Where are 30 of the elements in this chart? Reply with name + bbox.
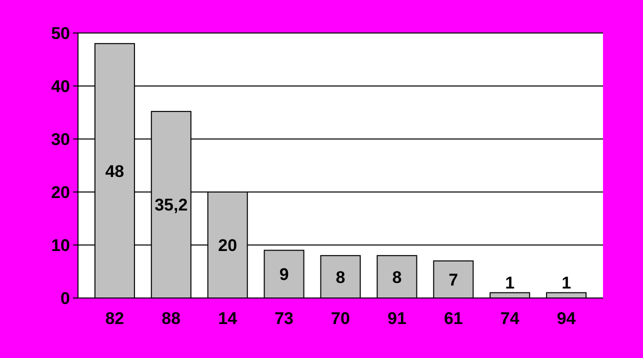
data-label: 20: [218, 236, 238, 255]
bar: [433, 260, 474, 298]
bar: [264, 250, 304, 298]
bar: [490, 292, 530, 298]
data-label: 1: [562, 274, 572, 293]
x-tick-label: 94: [556, 309, 576, 328]
y-tick-label: 10: [51, 236, 70, 255]
y-tick-label: 40: [51, 76, 70, 96]
x-tick-label: 74: [500, 309, 520, 328]
data-label: 8: [392, 268, 402, 287]
y-tick-label: 20: [51, 182, 70, 202]
x-tick-label: 70: [331, 309, 350, 328]
x-tick-label: 91: [387, 309, 406, 328]
data-label: 7: [448, 270, 458, 290]
data-label: 8: [336, 268, 346, 287]
bar: [376, 255, 418, 298]
y-tick-label: 30: [51, 130, 70, 149]
y-tick-label: 50: [51, 24, 70, 43]
x-tick-label: 73: [274, 309, 294, 328]
bar: [320, 255, 361, 298]
x-tick-label: 14: [218, 309, 238, 328]
x-tick-label: 61: [444, 309, 463, 328]
x-tick-label: 88: [162, 309, 181, 328]
data-label: 48: [105, 162, 124, 181]
data-label: 9: [279, 265, 289, 284]
x-tick-label: 82: [105, 309, 124, 328]
data-label: 1: [505, 274, 515, 293]
y-tick-label: 0: [60, 288, 70, 308]
data-label: 35,2: [154, 196, 188, 215]
bar: [546, 292, 587, 298]
